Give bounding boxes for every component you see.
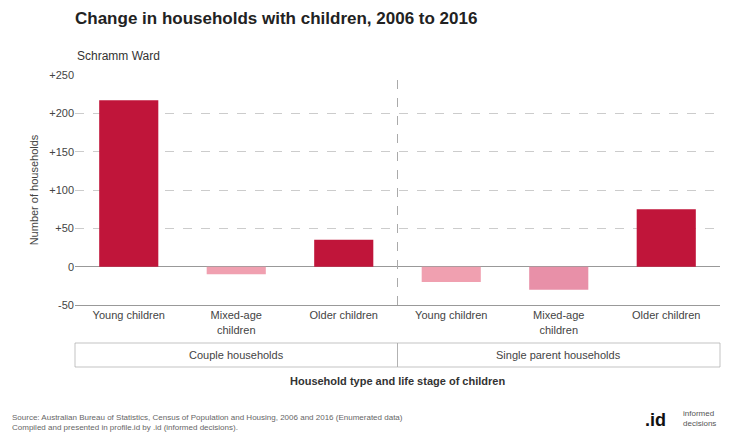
svg-text:Single parent households: Single parent households <box>496 349 621 361</box>
svg-text:Schramm Ward: Schramm Ward <box>77 49 160 63</box>
svg-text:Couple households: Couple households <box>189 349 284 361</box>
svg-text:Young children: Young children <box>93 309 165 321</box>
svg-text:informeddecisions: informeddecisions <box>683 409 716 428</box>
svg-text:Change in households with chil: Change in households with children, 2006… <box>75 9 477 28</box>
svg-text:0: 0 <box>68 261 74 273</box>
svg-text:Young children: Young children <box>415 309 487 321</box>
svg-text:-50: -50 <box>58 299 74 311</box>
svg-text:Mixed-agechildren: Mixed-agechildren <box>533 309 584 335</box>
svg-text:Older children: Older children <box>632 309 700 321</box>
svg-text:Mixed-agechildren: Mixed-agechildren <box>211 309 262 335</box>
svg-text:+50: +50 <box>55 222 74 234</box>
svg-text:+100: +100 <box>49 184 74 196</box>
svg-text:Number of households: Number of households <box>28 134 40 245</box>
svg-text:+200: +200 <box>49 107 74 119</box>
svg-text:Household type and life stage: Household type and life stage of childre… <box>290 375 505 387</box>
svg-text:+150: +150 <box>49 146 74 158</box>
svg-text:Older children: Older children <box>310 309 378 321</box>
svg-text:Source: Australian Bureau of S: Source: Australian Bureau of Statistics,… <box>12 413 403 432</box>
svg-text:+250: +250 <box>49 69 74 81</box>
svg-text:.id: .id <box>645 410 666 430</box>
